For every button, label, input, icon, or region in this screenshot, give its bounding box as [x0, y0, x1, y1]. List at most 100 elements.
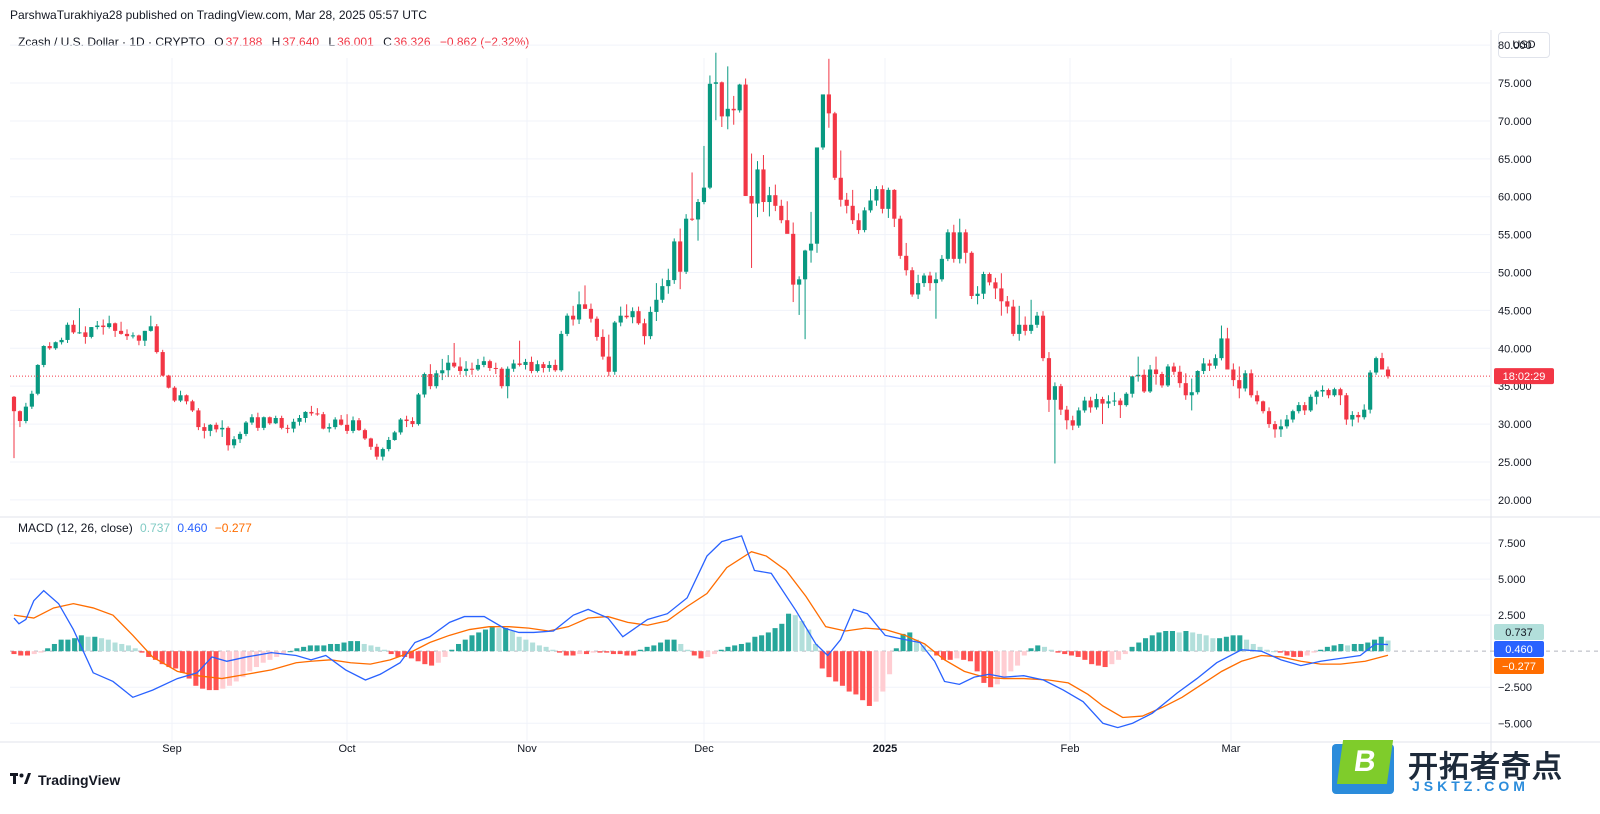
candle-body	[1385, 369, 1391, 377]
candle-body	[1231, 369, 1236, 381]
macd-histogram-bar	[301, 646, 307, 652]
macd-histogram-bar	[927, 649, 933, 652]
macd-histogram-bar	[920, 645, 926, 652]
macd-histogram-bar	[139, 651, 145, 653]
candle-body	[624, 315, 629, 318]
candle-body	[499, 368, 504, 387]
macd-histogram-bar	[1237, 635, 1243, 652]
macd-histogram-bar	[819, 651, 825, 669]
candle-body	[719, 82, 724, 117]
macd-histogram-bar	[685, 649, 691, 652]
candle-body	[1261, 401, 1266, 412]
macd-histogram-bar	[274, 651, 280, 657]
candle-body	[172, 387, 177, 401]
candle-body	[220, 427, 225, 430]
macd-histogram-bar	[112, 642, 118, 652]
candle-body	[1189, 392, 1194, 396]
candle-body	[832, 113, 837, 178]
candle-body	[196, 410, 201, 428]
candle-body	[11, 396, 17, 412]
candle-body	[594, 318, 599, 337]
macd-histogram-bar	[550, 649, 556, 652]
watermark-title: 开拓者奇点	[1408, 751, 1563, 784]
candle-body	[559, 333, 564, 371]
candle-body	[892, 189, 897, 219]
candle-body	[838, 177, 843, 200]
candle-body	[231, 439, 237, 446]
candle-body	[1130, 376, 1135, 394]
candle-body	[797, 279, 802, 285]
macd-histogram-bar	[1028, 648, 1034, 652]
candle-body	[1314, 391, 1319, 397]
macd-histogram-bar	[125, 645, 132, 652]
macd-histogram-bar	[765, 632, 771, 652]
candle-body	[1106, 401, 1111, 404]
candle-body	[921, 275, 927, 284]
candle-body	[642, 323, 647, 337]
symbol-title[interactable]: Zcash / U.S. Dollar · 1D · CRYPTO	[18, 35, 205, 49]
macd-histogram-bar	[671, 639, 677, 652]
macd-histogram-bar	[1143, 638, 1149, 652]
candle-body	[725, 108, 730, 117]
candle-body	[184, 395, 189, 402]
macd-histogram-bar	[557, 651, 563, 653]
macd-histogram-bar	[1318, 649, 1324, 652]
macd-histogram-bar	[691, 651, 697, 656]
candle-body	[1076, 410, 1081, 426]
change-value: −0.862 (−2.32%)	[439, 35, 530, 49]
candle-body	[910, 270, 915, 295]
candle-body	[785, 220, 790, 234]
macd-y-tick-label: −5.000	[1498, 718, 1532, 730]
macd-title[interactable]: MACD (12, 26, close)	[18, 521, 133, 535]
candle-body	[416, 394, 421, 425]
candle-body	[523, 361, 528, 365]
macd-histogram-bar	[1055, 651, 1061, 653]
macd-histogram-bar	[287, 651, 293, 653]
macd-histogram-bar	[893, 648, 899, 652]
macd-histogram-bar	[812, 643, 819, 652]
candle-body	[945, 232, 950, 259]
x-tick-label: Dec	[694, 743, 714, 755]
macd-histogram-bar	[839, 651, 845, 686]
candle-body	[678, 241, 683, 272]
candle-body	[1379, 358, 1385, 370]
candle-body	[35, 364, 40, 394]
macd-histogram-bar	[826, 651, 832, 678]
macd-histogram-bar	[78, 635, 84, 652]
macd-histogram-bar	[1048, 649, 1054, 652]
macd-histogram-bar	[260, 651, 266, 663]
macd-histogram-bar	[267, 651, 273, 660]
macd-histogram-bar	[1102, 651, 1108, 668]
macd-histogram-bar	[644, 646, 650, 652]
macd-histogram-bar	[334, 643, 340, 652]
macd-histogram-bar	[240, 651, 246, 678]
macd-histogram-bar	[152, 651, 158, 660]
candle-body	[1011, 306, 1016, 334]
candle-body	[487, 361, 492, 368]
macd-histogram-bar	[1372, 639, 1378, 652]
macd-histogram-bar	[415, 651, 421, 662]
watermark-subtitle: JSKTZ.COM	[1412, 778, 1529, 794]
y-tick-label: 30.000	[1498, 419, 1532, 431]
y-tick-label: 50.000	[1498, 268, 1532, 280]
candle-body	[1153, 369, 1159, 375]
candle-body	[356, 420, 362, 431]
x-tick-label: Oct	[338, 743, 355, 755]
macd-histogram-bar	[1351, 643, 1357, 652]
candle-body	[553, 364, 558, 371]
macd-legend: MACD (12, 26, close) 0.737 0.460 −0.277	[18, 521, 252, 535]
macd-histogram-bar	[1210, 638, 1216, 652]
macd-histogram-bar	[806, 629, 812, 652]
macd-histogram-bar	[570, 651, 576, 656]
currency-button[interactable]: USD	[1498, 32, 1550, 58]
macd-histogram-bar	[1311, 651, 1317, 653]
macd-histogram-bar	[31, 651, 37, 655]
candle-body	[249, 417, 255, 423]
candle-body	[1332, 389, 1337, 396]
macd-histogram-bar	[1190, 632, 1196, 652]
macd-histogram-bar	[1230, 635, 1236, 652]
macd-histogram-bar	[1095, 651, 1101, 666]
macd-histogram-bar	[58, 639, 64, 652]
macd-histogram-bar	[604, 651, 610, 653]
